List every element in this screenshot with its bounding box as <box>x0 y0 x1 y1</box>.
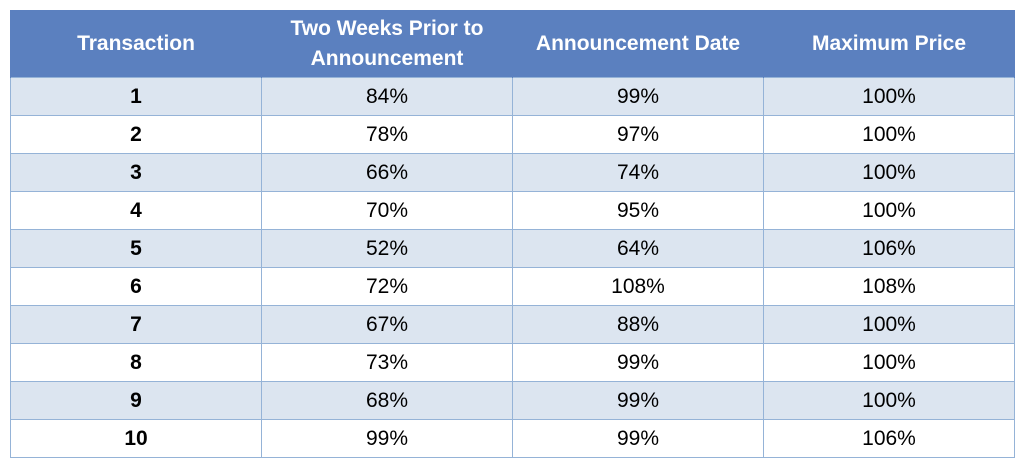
cell-two-weeks-prior: 84% <box>261 77 513 116</box>
cell-announcement-date: 95% <box>512 191 764 230</box>
table-row: 8 73% 99% 100% <box>10 343 1015 382</box>
cell-transaction: 9 <box>10 381 262 420</box>
cell-transaction: 6 <box>10 267 262 306</box>
cell-transaction: 3 <box>10 153 262 192</box>
cell-announcement-date: 99% <box>512 419 764 458</box>
cell-two-weeks-prior: 66% <box>261 153 513 192</box>
cell-two-weeks-prior: 70% <box>261 191 513 230</box>
cell-maximum-price: 108% <box>763 267 1015 306</box>
cell-announcement-date: 74% <box>512 153 764 192</box>
cell-two-weeks-prior: 73% <box>261 343 513 382</box>
cell-announcement-date: 64% <box>512 229 764 268</box>
cell-transaction: 1 <box>10 77 262 116</box>
cell-maximum-price: 100% <box>763 191 1015 230</box>
cell-two-weeks-prior: 78% <box>261 115 513 154</box>
cell-transaction: 2 <box>10 115 262 154</box>
header-row: Transaction Two Weeks Prior to Announcem… <box>10 10 1015 78</box>
table-row: 9 68% 99% 100% <box>10 381 1015 420</box>
cell-announcement-date: 88% <box>512 305 764 344</box>
table-row: 1 84% 99% 100% <box>10 77 1015 116</box>
cell-transaction: 10 <box>10 419 262 458</box>
cell-two-weeks-prior: 67% <box>261 305 513 344</box>
header-two-weeks-prior: Two Weeks Prior to Announcement <box>261 10 513 78</box>
table-row: 4 70% 95% 100% <box>10 191 1015 230</box>
header-announcement-date: Announcement Date <box>512 10 764 78</box>
table-row: 5 52% 64% 106% <box>10 229 1015 268</box>
table-row: 7 67% 88% 100% <box>10 305 1015 344</box>
cell-two-weeks-prior: 52% <box>261 229 513 268</box>
cell-announcement-date: 99% <box>512 343 764 382</box>
cell-announcement-date: 97% <box>512 115 764 154</box>
cell-two-weeks-prior: 72% <box>261 267 513 306</box>
cell-two-weeks-prior: 68% <box>261 381 513 420</box>
transaction-price-table: Transaction Two Weeks Prior to Announcem… <box>10 10 1015 458</box>
cell-announcement-date: 99% <box>512 77 764 116</box>
cell-maximum-price: 100% <box>763 115 1015 154</box>
cell-announcement-date: 99% <box>512 381 764 420</box>
header-transaction: Transaction <box>10 10 262 78</box>
cell-maximum-price: 100% <box>763 153 1015 192</box>
cell-transaction: 8 <box>10 343 262 382</box>
cell-maximum-price: 100% <box>763 343 1015 382</box>
table-row: 2 78% 97% 100% <box>10 115 1015 154</box>
cell-transaction: 7 <box>10 305 262 344</box>
cell-maximum-price: 100% <box>763 381 1015 420</box>
cell-transaction: 4 <box>10 191 262 230</box>
cell-maximum-price: 100% <box>763 305 1015 344</box>
cell-maximum-price: 100% <box>763 77 1015 116</box>
cell-transaction: 5 <box>10 229 262 268</box>
header-maximum-price: Maximum Price <box>763 10 1015 78</box>
table-body: 1 84% 99% 100% 2 78% 97% 100% 3 66% 74% 100% 4 70% 95%… <box>10 77 1015 458</box>
cell-two-weeks-prior: 99% <box>261 419 513 458</box>
cell-maximum-price: 106% <box>763 419 1015 458</box>
cell-maximum-price: 106% <box>763 229 1015 268</box>
table-row: 10 99% 99% 106% <box>10 419 1015 458</box>
table-row: 6 72% 108% 108% <box>10 267 1015 306</box>
table-row: 3 66% 74% 100% <box>10 153 1015 192</box>
cell-announcement-date: 108% <box>512 267 764 306</box>
